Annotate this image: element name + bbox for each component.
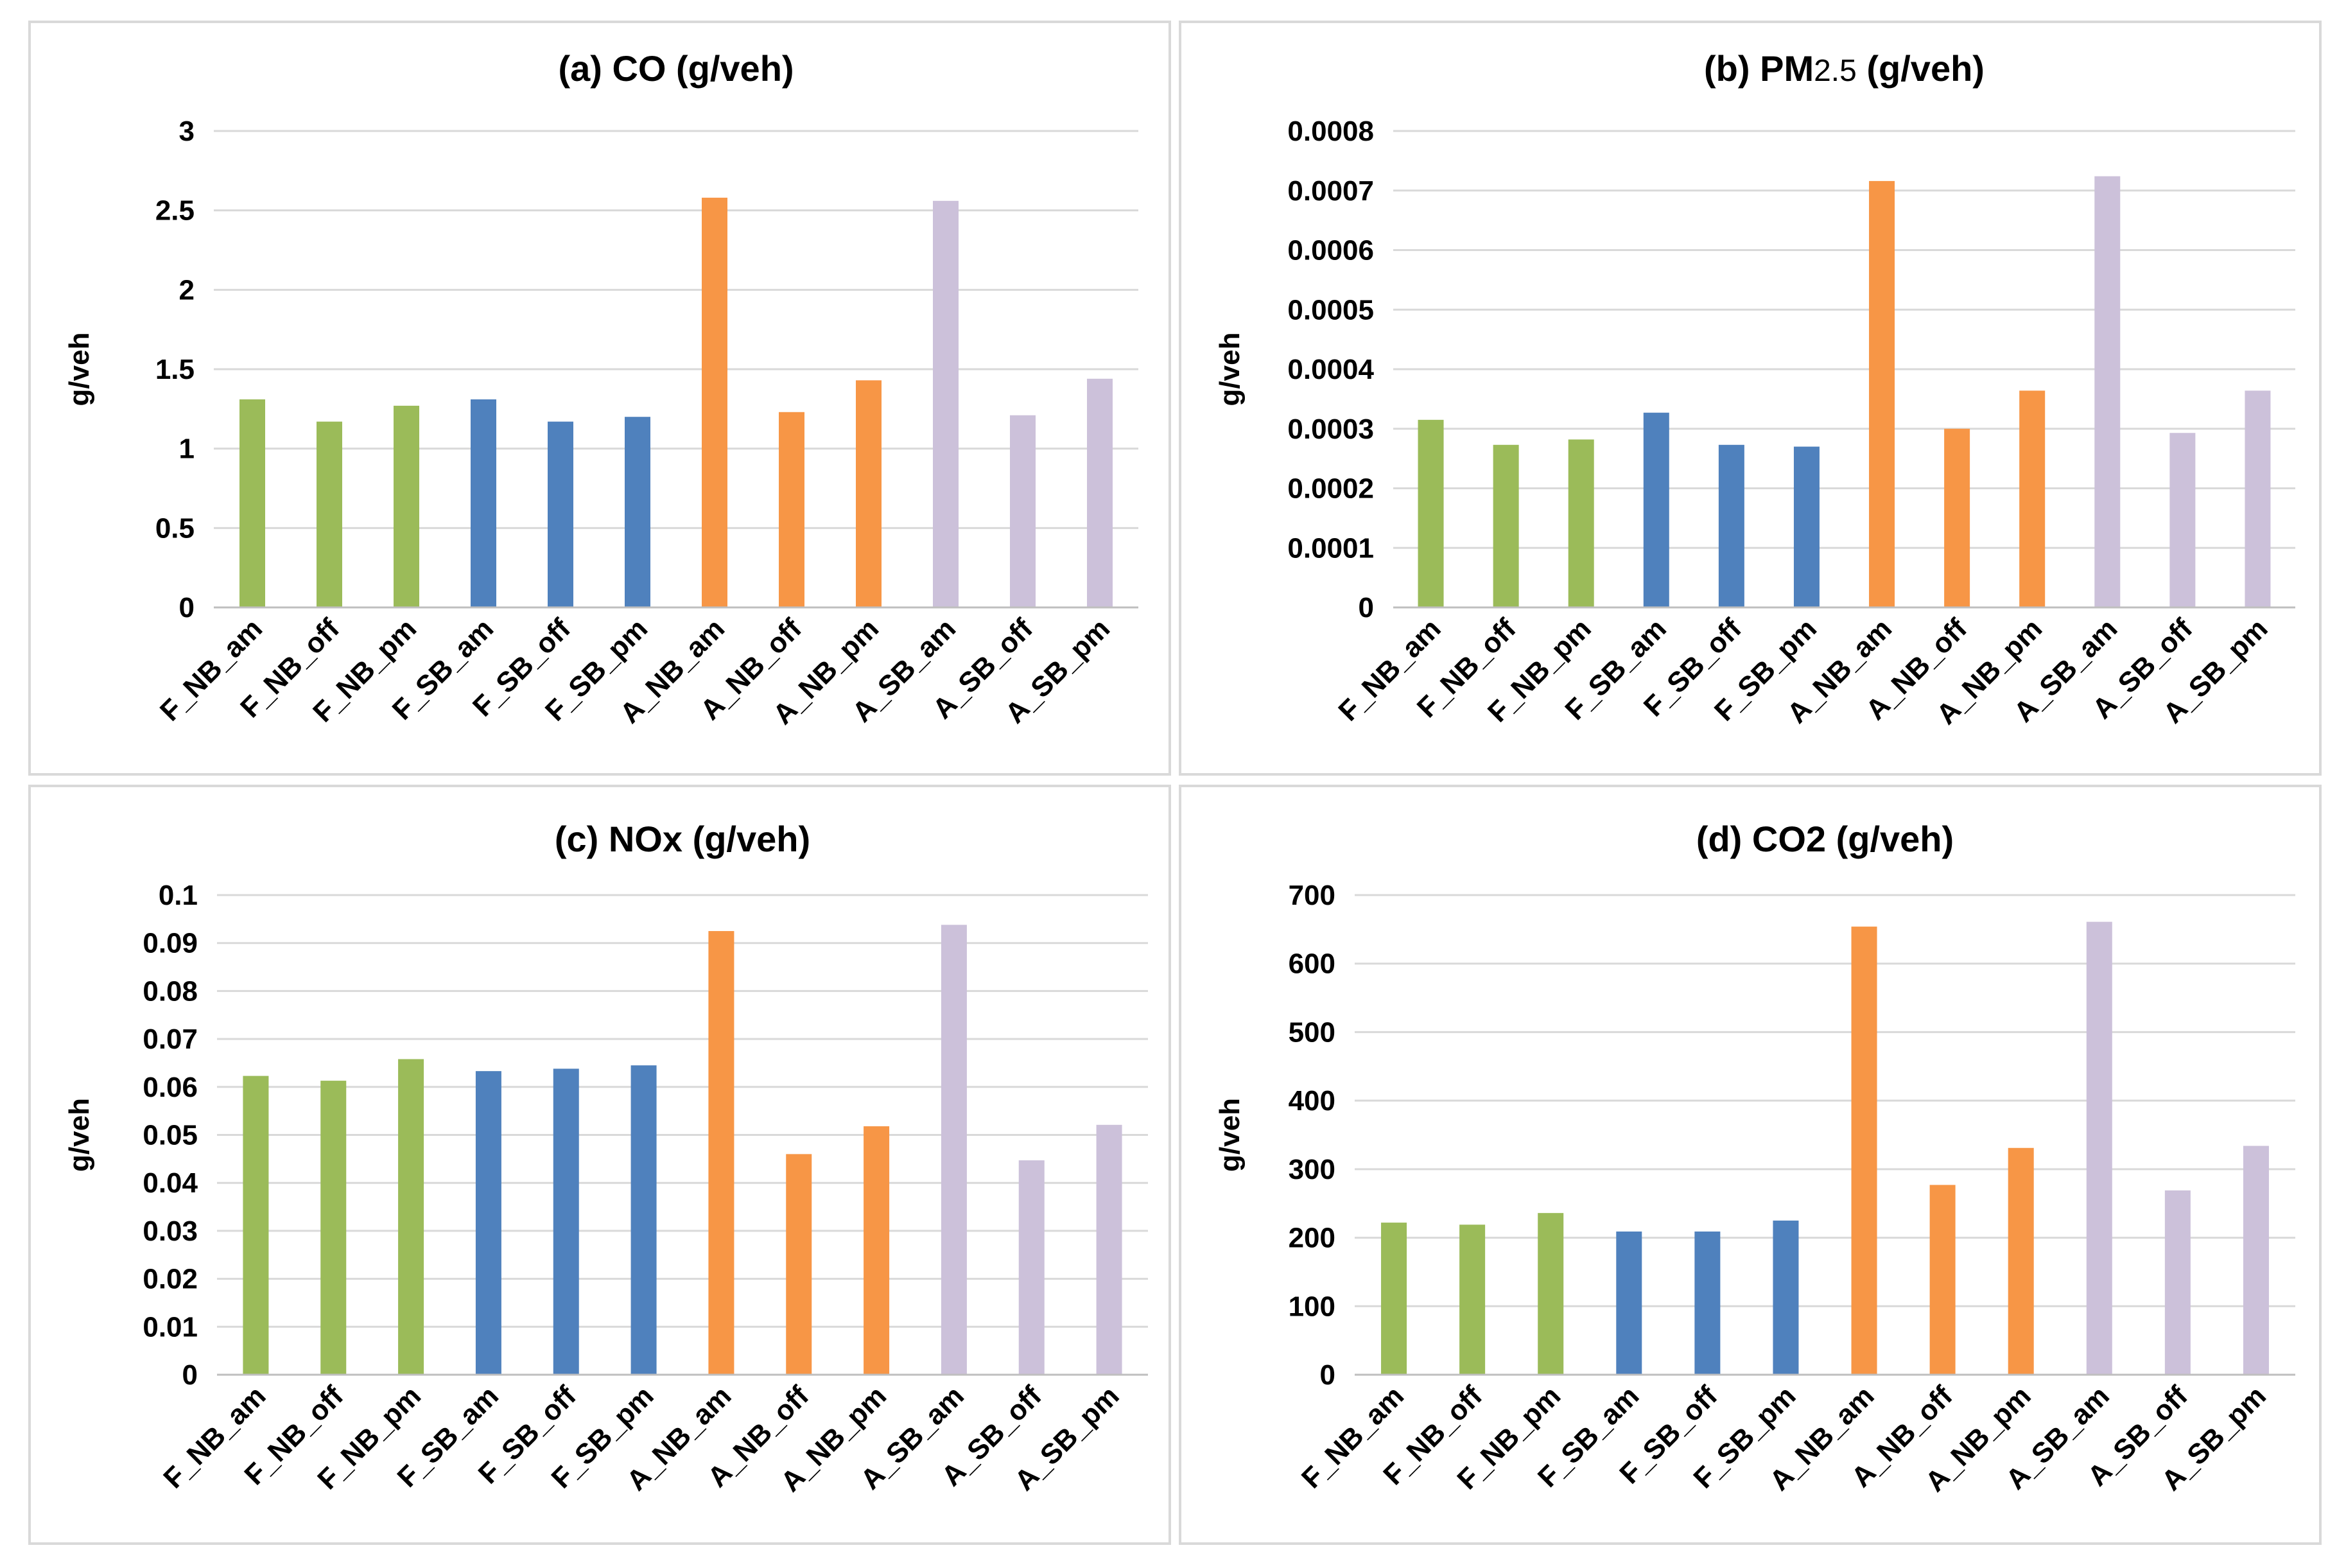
chart-panel-co2: (d) CO2 (g/veh) g/veh 0 100 200 300 400 500 600 7… xyxy=(1179,785,2322,1545)
y-tick-label: 600 xyxy=(1289,948,1335,980)
bar-a-nb-off xyxy=(1944,428,1970,607)
bar-f-nb-off xyxy=(317,421,342,607)
bar-f-nb-pm xyxy=(1568,439,1594,607)
y-tick-label: 0 xyxy=(179,592,195,623)
y-tick-label: 0.0007 xyxy=(1287,175,1374,207)
y-axis-label: g/veh xyxy=(1214,333,1246,406)
y-tick-label: 0.0006 xyxy=(1287,235,1374,266)
bar-a-nb-am xyxy=(708,931,734,1375)
bar-a-nb-off xyxy=(1929,1185,1956,1375)
bar-f-sb-pm xyxy=(1773,1220,1799,1375)
bar-a-sb-pm xyxy=(1087,378,1113,607)
bar-f-sb-am xyxy=(475,1071,501,1375)
bar-a-nb-pm xyxy=(864,1126,890,1375)
chart-title: (c) NOx (g/veh) xyxy=(555,819,810,859)
bar-f-nb-am xyxy=(1418,419,1444,607)
bar-a-sb-pm xyxy=(2243,1146,2269,1375)
bar-a-sb-am xyxy=(2094,176,2121,607)
y-tick-label: 2 xyxy=(179,274,195,306)
y-tick-label: 0.0001 xyxy=(1287,532,1374,564)
chart-co2: (d) CO2 (g/veh) g/veh 0 100 200 300 400 500 600 7… xyxy=(1214,819,2295,1498)
y-tick-label: 400 xyxy=(1289,1085,1335,1117)
chart-panel-co: (a) CO (g/veh) g/veh 0 0.5 1 1.5 2 2.5 3 F_NB_am F… xyxy=(28,21,1171,776)
bar-a-sb-off xyxy=(2164,1190,2191,1375)
bar-a-nb-pm xyxy=(2008,1147,2034,1375)
y-tick-label: 0 xyxy=(182,1359,198,1391)
bar-a-sb-off xyxy=(1010,415,1036,607)
y-tick-label: 0.01 xyxy=(143,1311,198,1343)
y-tick-label: 3 xyxy=(179,116,195,147)
chart-title: (a) CO (g/veh) xyxy=(558,48,794,89)
y-tick-label: 0.0005 xyxy=(1287,294,1374,326)
y-tick-label: 100 xyxy=(1289,1291,1335,1322)
bar-a-nb-am xyxy=(1869,180,1895,607)
y-tick-label: 700 xyxy=(1289,880,1335,911)
bar-a-sb-pm xyxy=(1096,1124,1122,1375)
chart-title: (d) CO2 (g/veh) xyxy=(1696,819,1954,859)
bar-f-nb-am xyxy=(239,399,265,607)
y-tick-label: 0.02 xyxy=(143,1264,198,1295)
chart-nox: (c) NOx (g/veh) g/veh 0 0.01 0.02 0.03 0.04 0.0… xyxy=(64,819,1148,1498)
y-tick-label: 0.09 xyxy=(143,928,198,959)
y-tick-label: 0.0008 xyxy=(1287,116,1374,147)
bar-f-sb-off xyxy=(553,1068,579,1375)
chart-panel-nox: (c) NOx (g/veh) g/veh 0 0.01 0.02 0.03 0.04 0.0… xyxy=(28,785,1171,1545)
bar-a-nb-pm xyxy=(2019,390,2046,607)
y-tick-label: 1.5 xyxy=(155,354,195,385)
y-tick-label: 0.03 xyxy=(143,1215,198,1247)
bar-f-sb-off xyxy=(1718,444,1744,607)
bar-a-nb-am xyxy=(702,197,727,607)
y-tick-label: 0 xyxy=(1359,592,1374,623)
bar-f-nb-off xyxy=(320,1081,347,1375)
y-tick-label: 0.08 xyxy=(143,975,198,1007)
y-tick-label: 1 xyxy=(179,433,195,465)
bar-a-sb-am xyxy=(2086,921,2112,1375)
y-tick-label: 300 xyxy=(1289,1154,1335,1185)
y-tick-label: 0.0004 xyxy=(1287,354,1374,385)
chart-panel-pm25: (b) PM2.5 (g/veh) g/veh 0 0.0001 0.0002 0.000… xyxy=(1179,21,2322,776)
bar-f-nb-pm xyxy=(1538,1213,1564,1375)
bar-f-sb-am xyxy=(1616,1231,1642,1375)
bar-a-sb-pm xyxy=(2245,390,2271,607)
chart-title: (b) PM2.5 (g/veh) xyxy=(1704,48,1985,89)
y-tick-label: 0.0003 xyxy=(1287,414,1374,445)
bar-f-sb-pm xyxy=(1793,446,1820,607)
bar-f-nb-pm xyxy=(398,1059,424,1375)
bar-a-nb-pm xyxy=(856,380,882,607)
bar-a-sb-off xyxy=(2169,433,2196,607)
bar-f-sb-off xyxy=(548,421,573,607)
bar-a-sb-am xyxy=(941,925,967,1375)
bar-f-sb-am xyxy=(471,399,496,607)
y-tick-label: 0.5 xyxy=(155,512,195,544)
bar-f-nb-off xyxy=(1493,444,1519,607)
y-axis-label: g/veh xyxy=(64,333,95,406)
y-tick-label: 0.1 xyxy=(159,880,198,911)
y-tick-label: 0.0002 xyxy=(1287,473,1374,505)
bar-f-sb-pm xyxy=(625,417,650,607)
y-tick-label: 0.04 xyxy=(143,1167,198,1199)
y-tick-label: 200 xyxy=(1289,1223,1335,1254)
y-axis-label: g/veh xyxy=(1214,1098,1246,1172)
bar-f-sb-pm xyxy=(630,1065,657,1375)
bar-a-nb-am xyxy=(1851,927,1877,1375)
chart-pm25: (b) PM2.5 (g/veh) g/veh 0 0.0001 0.0002 0.000… xyxy=(1214,48,2295,731)
y-axis-label: g/veh xyxy=(64,1098,95,1172)
bar-f-nb-pm xyxy=(394,405,419,607)
y-tick-label: 0 xyxy=(1320,1359,1335,1391)
bar-f-nb-am xyxy=(243,1076,269,1375)
chart-co: (a) CO (g/veh)g/veh00.511.522.53F_NB_amF… xyxy=(64,48,1138,731)
y-tick-label: 0.07 xyxy=(143,1024,198,1055)
bar-a-nb-off xyxy=(779,412,804,607)
bar-f-nb-am xyxy=(1381,1223,1407,1375)
bar-f-nb-off xyxy=(1459,1224,1486,1375)
y-tick-label: 2.5 xyxy=(155,195,195,227)
y-tick-label: 0.05 xyxy=(143,1120,198,1151)
bar-a-sb-am xyxy=(933,200,959,607)
y-tick-label: 500 xyxy=(1289,1016,1335,1048)
y-tick-label: 0.06 xyxy=(143,1072,198,1103)
bar-a-nb-off xyxy=(786,1154,812,1375)
bar-a-sb-off xyxy=(1018,1160,1045,1375)
bar-f-sb-am xyxy=(1643,412,1669,607)
bar-f-sb-off xyxy=(1694,1231,1721,1375)
